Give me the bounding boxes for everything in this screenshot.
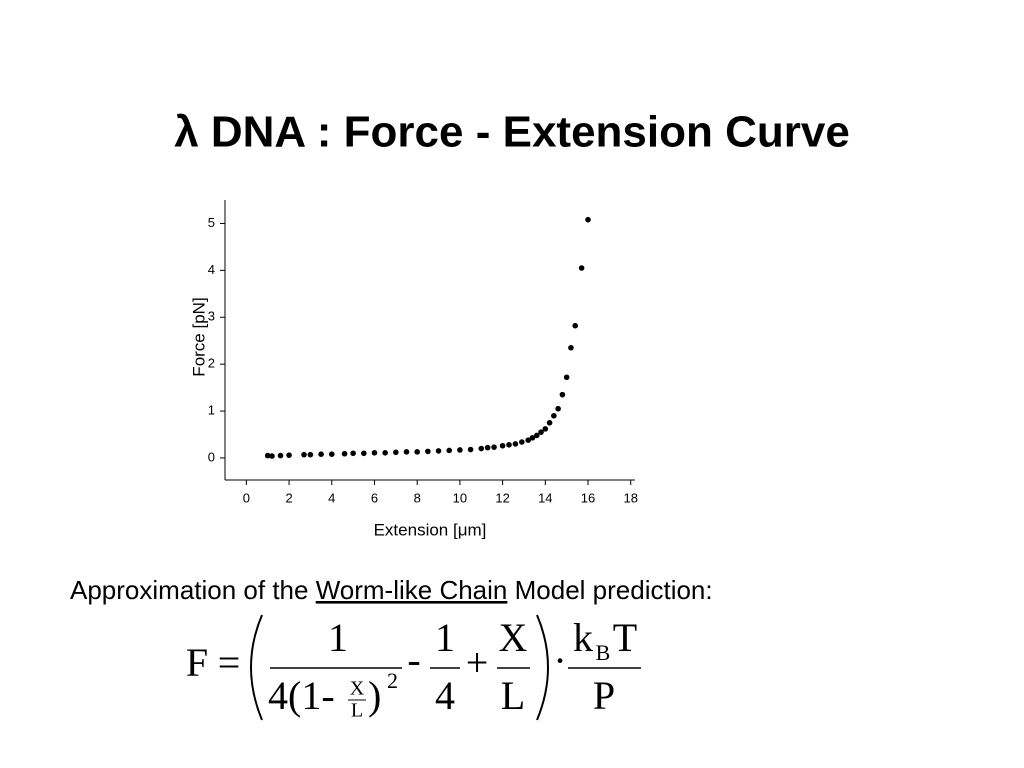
- x-tick-label: 8: [414, 490, 421, 505]
- formula-symbol: -: [407, 637, 420, 682]
- y-tick-label: 4: [208, 262, 215, 277]
- data-point: [578, 265, 585, 271]
- data-point: [318, 451, 324, 458]
- x-tick-label: 2: [285, 490, 292, 505]
- x-tick-label: 14: [538, 490, 552, 505]
- formula-symbol: X: [499, 615, 528, 660]
- data-point: [414, 449, 420, 455]
- caption-link: Worm-like Chain: [316, 575, 508, 605]
- formula-symbol: L: [501, 673, 525, 718]
- x-tick-label: 12: [495, 490, 509, 505]
- formula-symbol: F: [186, 640, 208, 685]
- data-point: [585, 216, 591, 223]
- data-point: [559, 391, 566, 398]
- data-point: [533, 432, 540, 439]
- caption: Approximation of the Worm-like Chain Mod…: [70, 575, 713, 605]
- x-tick-label: 0: [243, 490, 250, 505]
- y-axis-label: Force [pN]: [189, 297, 208, 376]
- data-point: [435, 448, 442, 454]
- data-point: [350, 450, 356, 457]
- formula-symbol: B: [596, 640, 611, 665]
- data-point: [467, 446, 474, 453]
- data-point: [341, 450, 348, 457]
- formula-symbol: P: [593, 673, 615, 718]
- formula-symbol: ): [368, 673, 381, 718]
- y-tick-label: 3: [208, 309, 215, 324]
- formula-symbol: 4: [435, 673, 455, 718]
- formula-symbol: 1: [435, 615, 455, 660]
- data-point: [457, 447, 463, 453]
- data-point: [563, 374, 570, 381]
- paren: [250, 614, 263, 721]
- formula-symbol: L: [351, 700, 363, 722]
- data-point: [529, 434, 536, 441]
- data-point: [555, 405, 561, 412]
- data-point: [538, 429, 544, 435]
- y-tick-label: 2: [208, 356, 215, 371]
- data-point: [328, 451, 335, 458]
- data-point: [446, 447, 453, 454]
- data-point: [542, 426, 549, 432]
- data-point: [307, 451, 314, 458]
- formula-symbol: k: [573, 615, 593, 660]
- data-point: [371, 449, 378, 456]
- x-tick-label: 16: [581, 490, 595, 505]
- data-point: [425, 448, 431, 455]
- data-point: [484, 444, 491, 451]
- data-point: [264, 452, 271, 459]
- data-point: [572, 322, 579, 329]
- formula: F = 1 4(1- X L ) 2 - 1 4 + X L · k B T P: [186, 614, 641, 722]
- x-tick-label: 18: [623, 490, 637, 505]
- data-point: [519, 439, 525, 445]
- data-point: [277, 452, 284, 459]
- data-point: [491, 444, 497, 450]
- data-point: [551, 412, 557, 419]
- data-point: [393, 449, 399, 456]
- data-point: [361, 450, 367, 457]
- formula-symbol: 2: [387, 668, 398, 693]
- data-point: [506, 442, 512, 448]
- formula-symbol: =: [218, 640, 241, 685]
- data-point: [478, 445, 485, 452]
- data-point: [403, 449, 410, 455]
- data-point: [525, 437, 532, 443]
- paren: [536, 614, 549, 721]
- slide-title: λ DNA : Force - Extension Curve: [174, 108, 850, 157]
- formula-symbol: X: [350, 678, 365, 700]
- data-point: [286, 452, 292, 458]
- formula-symbol: 4(1-: [268, 673, 335, 718]
- data-point: [301, 451, 307, 458]
- data-point: [546, 419, 553, 426]
- y-tick-label: 0: [208, 449, 215, 464]
- data-point: [512, 441, 519, 447]
- formula-symbol: 1: [328, 615, 348, 660]
- formula-symbol: ·: [553, 638, 566, 683]
- data-point: [568, 344, 574, 351]
- formula-symbol: +: [466, 640, 489, 685]
- data-point: [382, 449, 388, 456]
- x-tick-label: 10: [453, 490, 467, 505]
- x-tick-label: 4: [328, 490, 335, 505]
- x-axis-label: Extension [μm]: [374, 520, 487, 539]
- x-tick-label: 6: [371, 490, 378, 505]
- data-point: [269, 453, 275, 459]
- y-tick-label: 5: [208, 215, 215, 230]
- y-tick-label: 1: [208, 402, 215, 417]
- formula-symbol: T: [613, 615, 637, 660]
- caption-text: Model prediction:: [507, 575, 712, 605]
- caption-text: Approximation of the: [70, 575, 316, 605]
- data-point: [499, 442, 506, 449]
